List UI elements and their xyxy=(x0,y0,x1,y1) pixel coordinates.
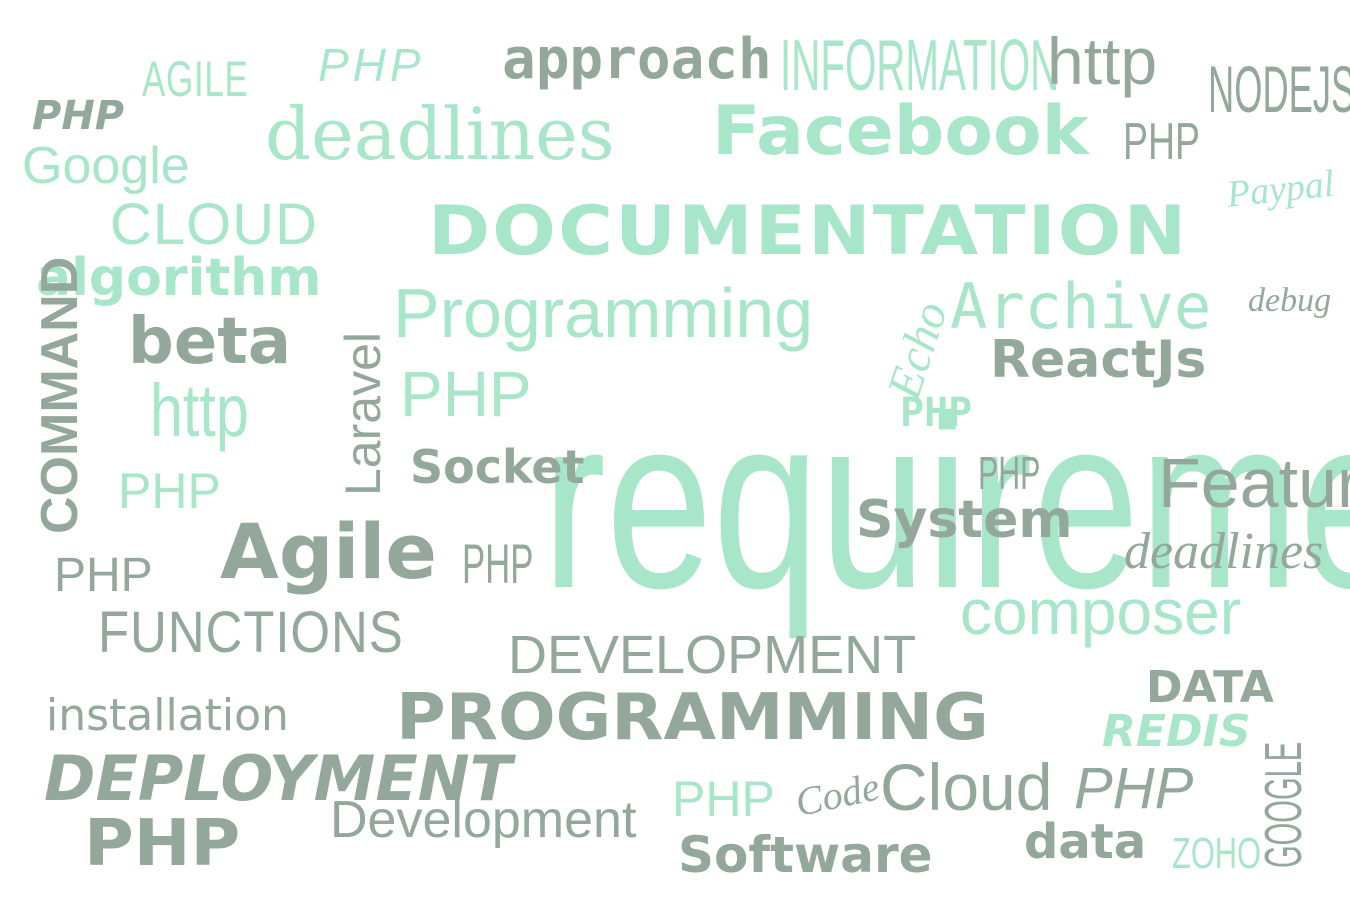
word-approach: approach xyxy=(502,27,772,92)
word-data: data xyxy=(1024,814,1147,870)
word-php: PHP xyxy=(1074,756,1194,821)
word-data: DATA xyxy=(1146,662,1274,713)
word-agile: Agile xyxy=(220,507,437,596)
word-debug: debug xyxy=(1248,282,1332,319)
word-zoho: ZOHO xyxy=(1172,829,1261,878)
word-deadlines: deadlines xyxy=(1124,523,1324,580)
word-php: PHP xyxy=(84,807,241,881)
word-feature: PHP xyxy=(118,463,221,519)
word-programming: PROGRAMMING xyxy=(396,681,989,755)
word-php: requirements xyxy=(542,365,1350,640)
word-documentation: DOCUMENTATION xyxy=(428,192,1189,271)
word-php: PHP xyxy=(462,532,534,595)
word-php: PHP xyxy=(400,358,532,430)
word-php: Feature xyxy=(1158,444,1350,522)
word-archive: Archive xyxy=(950,270,1212,343)
word-php: PHP xyxy=(318,39,425,91)
word-google: Google xyxy=(22,137,190,195)
word-requirements: PHP xyxy=(900,390,973,436)
word-redis: REDIS xyxy=(1102,706,1251,757)
word-code: Code xyxy=(791,763,884,826)
word-development: DEVELOPMENT xyxy=(508,625,917,685)
word-cloud: Cloud xyxy=(880,750,1053,824)
word-information: INFORMATION xyxy=(780,26,1060,106)
word-socket: COMMAND xyxy=(31,256,89,534)
word-paypal: Paypal xyxy=(1224,162,1337,216)
word-deadlines: deadlines xyxy=(265,92,615,176)
word-composer: composer xyxy=(960,576,1241,648)
word-php: PHP xyxy=(32,93,125,139)
word-programming: Programming xyxy=(393,274,814,352)
word-installation: installation xyxy=(46,690,289,741)
word-http: http xyxy=(150,369,249,452)
word-laravel: Laravel xyxy=(335,332,391,496)
word-functions: FUNCTIONS xyxy=(98,600,404,665)
word-http: http xyxy=(1047,24,1158,98)
word-software: Software xyxy=(678,826,933,884)
word-php: PHP xyxy=(672,771,775,827)
word-facebook: Facebook xyxy=(712,92,1089,171)
word-deployment: GOOGLE xyxy=(1255,741,1313,868)
word-development: Development xyxy=(330,791,637,849)
word-nodejs: NODEJS xyxy=(1208,52,1350,126)
word-google: DEPLOYMENT xyxy=(44,742,512,815)
word-algorithm: algorithm xyxy=(36,248,322,308)
word-reactjs: ReactJs xyxy=(990,330,1207,390)
word-system: System xyxy=(856,490,1073,550)
word-php: Socket xyxy=(410,440,585,494)
word-php: PHP xyxy=(54,549,153,602)
word-command: PHP xyxy=(978,447,1041,499)
word-php: PHP xyxy=(1123,113,1200,171)
word-cloud: CLOUD xyxy=(110,192,319,257)
word-agile: AGILE xyxy=(142,51,249,107)
word-beta: beta xyxy=(128,305,291,379)
